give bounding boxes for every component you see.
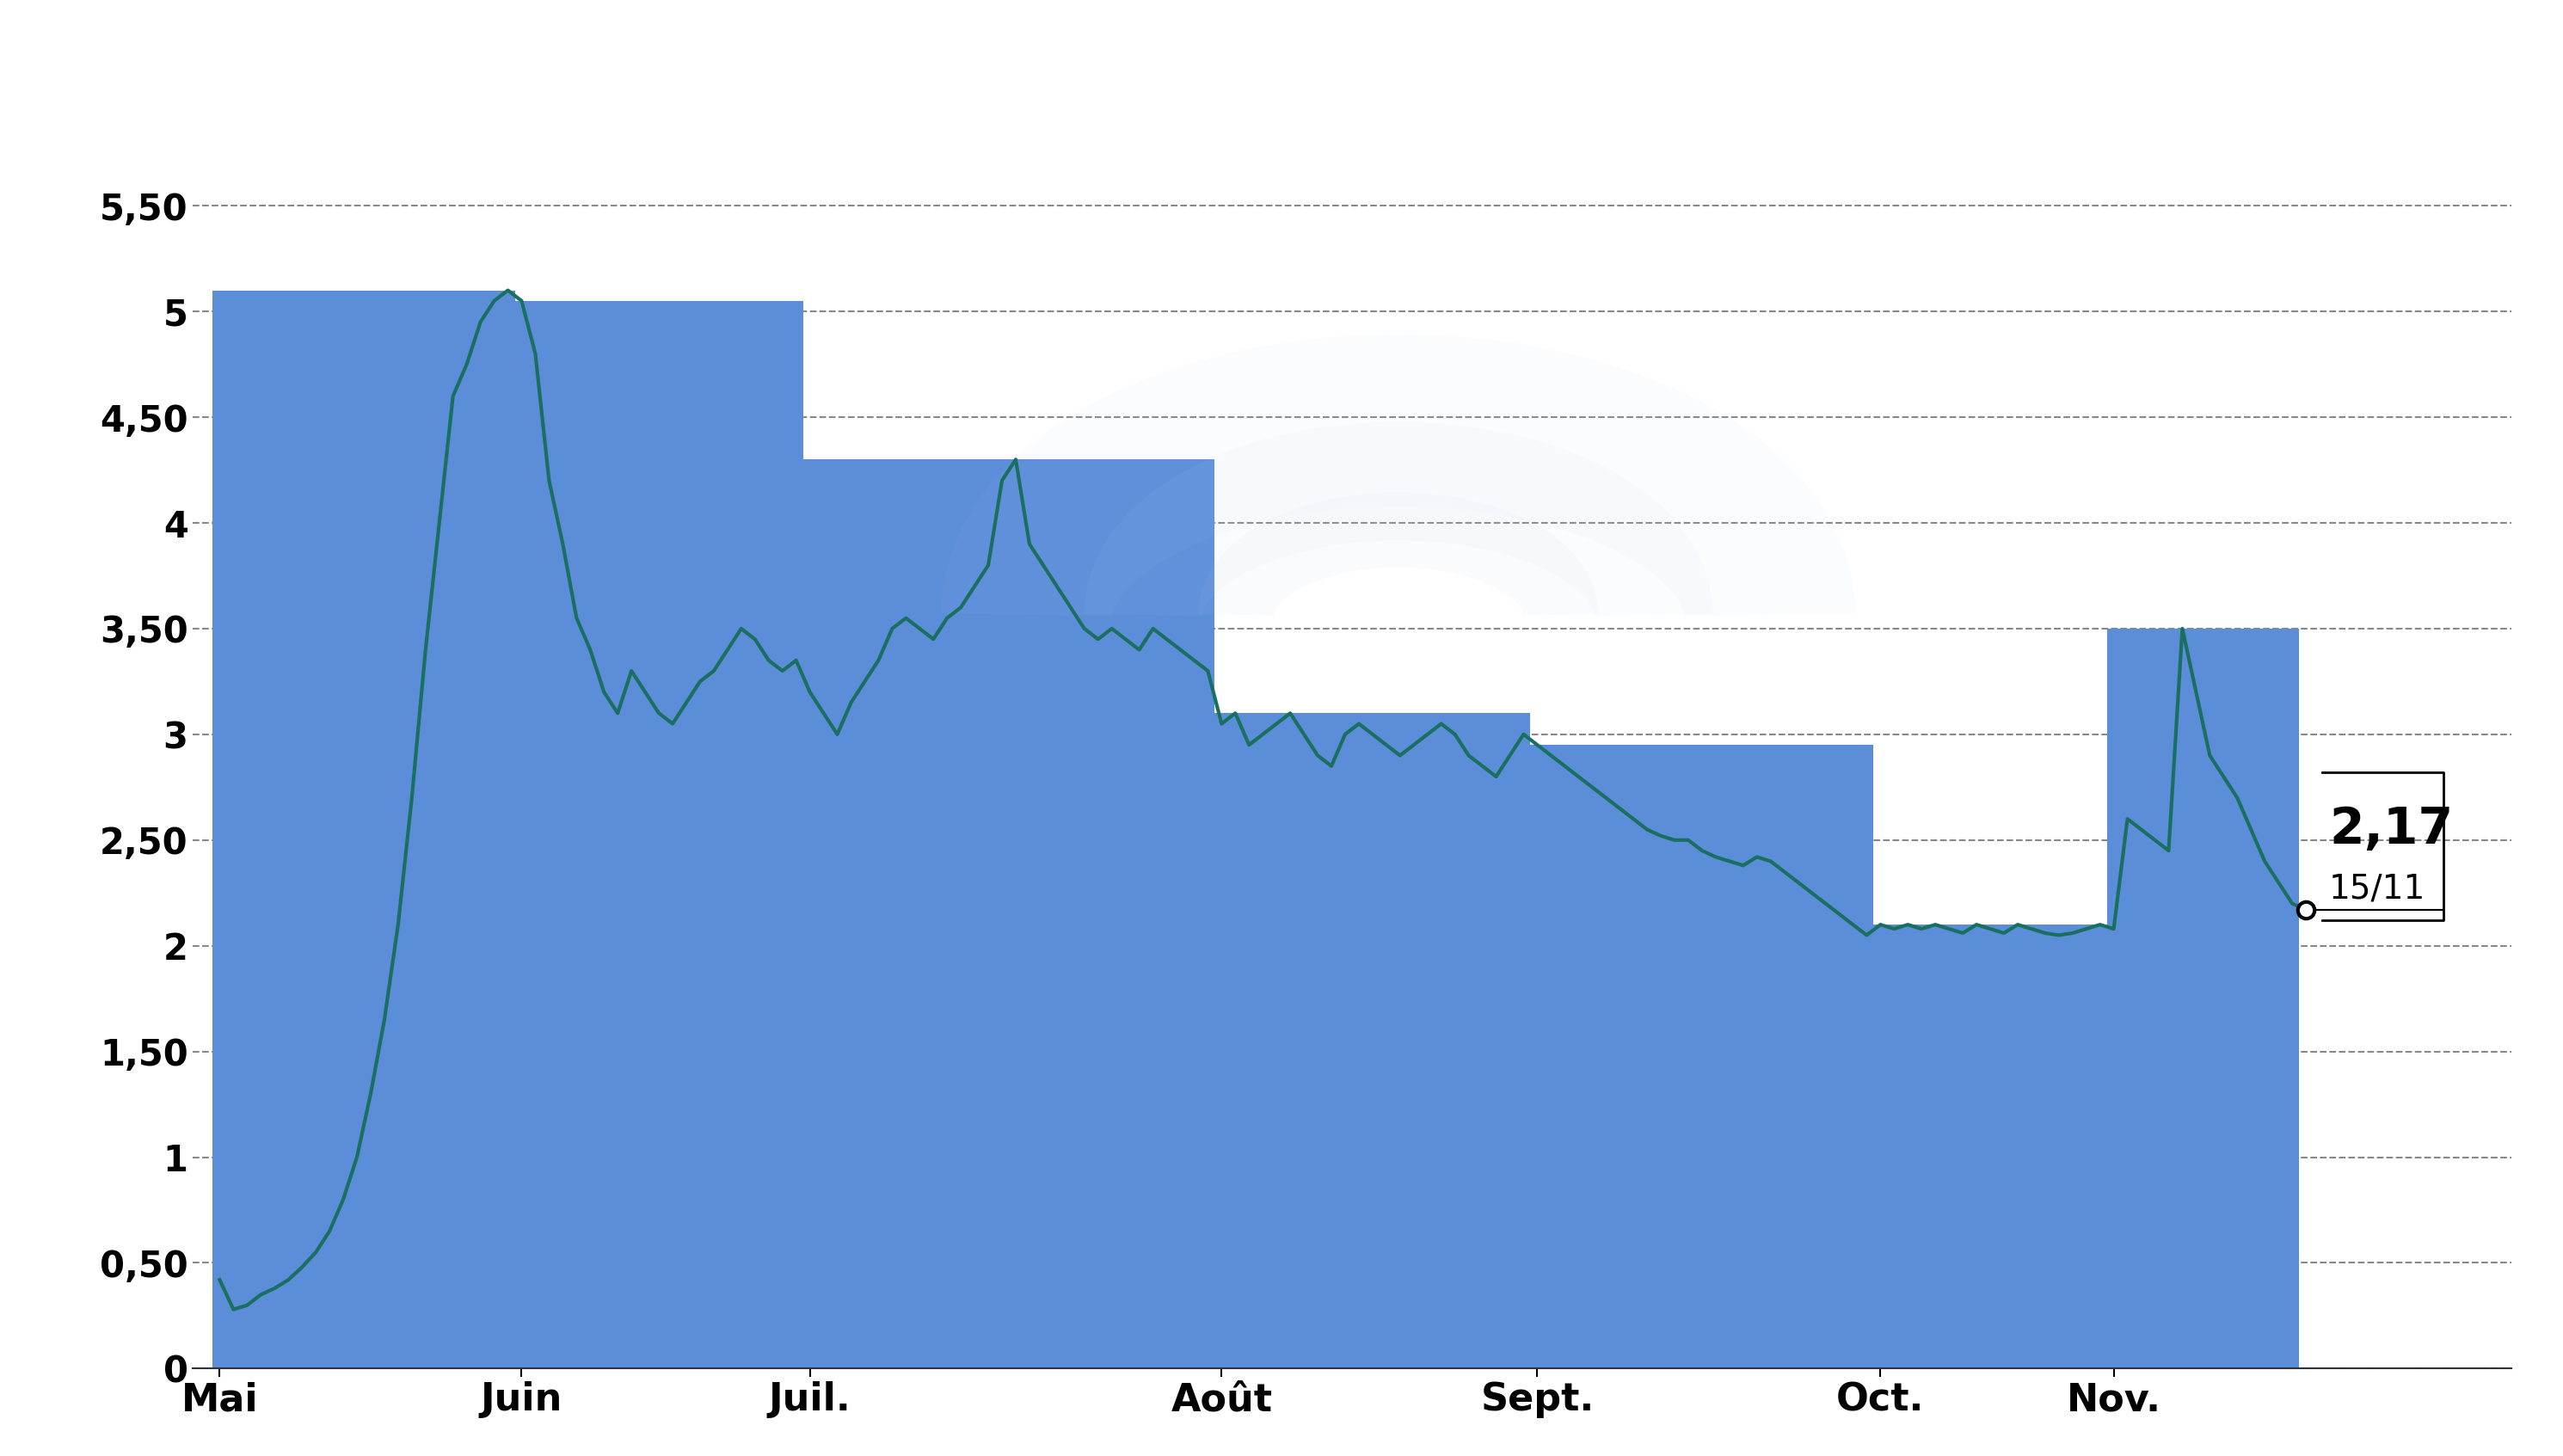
Bar bbox=[1215, 713, 1530, 1369]
Text: 15/11: 15/11 bbox=[2330, 872, 2425, 906]
Text: 2,17: 2,17 bbox=[2330, 805, 2453, 855]
Text: Tharimmune, Inc.: Tharimmune, Inc. bbox=[879, 15, 1684, 95]
Bar bbox=[2107, 629, 2299, 1369]
Bar bbox=[1530, 745, 1874, 1369]
Bar bbox=[213, 290, 515, 1369]
Bar bbox=[515, 301, 802, 1369]
Bar bbox=[802, 460, 1215, 1369]
Bar bbox=[1874, 925, 2107, 1369]
